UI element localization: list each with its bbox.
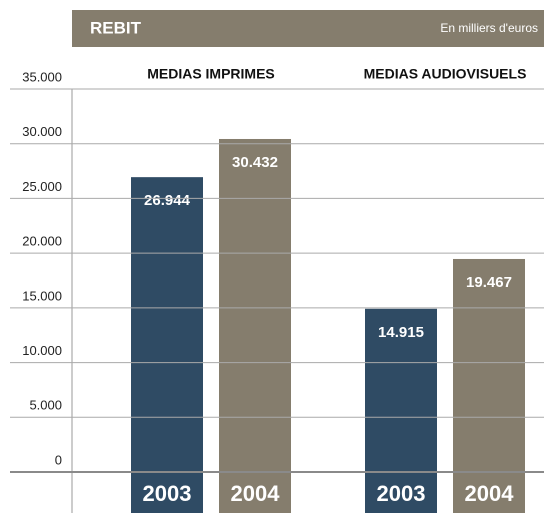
y-tick-label: 20.000 bbox=[22, 234, 62, 249]
y-tick-label: 30.000 bbox=[22, 124, 62, 139]
bar-foot bbox=[453, 472, 525, 513]
legend-label: 2004 bbox=[465, 481, 515, 506]
legend-label: 2003 bbox=[377, 481, 426, 506]
y-tick-label: 0 bbox=[55, 452, 62, 467]
group-label: MEDIAS AUDIOVISUELS bbox=[364, 66, 527, 82]
y-tick-label: 15.000 bbox=[22, 288, 62, 303]
bar-foot bbox=[131, 472, 203, 513]
value-label: 26.944 bbox=[144, 192, 191, 209]
y-tick-label: 10.000 bbox=[22, 343, 62, 358]
value-label: 19.467 bbox=[466, 274, 512, 291]
y-tick-label: 5.000 bbox=[29, 398, 62, 413]
chart-title: REBIT bbox=[90, 18, 142, 37]
title-bar bbox=[72, 10, 544, 47]
y-tick-label: 35.000 bbox=[22, 69, 62, 84]
bar bbox=[453, 258, 525, 472]
bar-foot bbox=[365, 472, 437, 513]
value-label: 14.915 bbox=[378, 324, 424, 341]
legend-label: 2004 bbox=[231, 481, 281, 506]
legend-label: 2003 bbox=[143, 481, 192, 506]
bar-foot bbox=[219, 472, 291, 513]
value-label: 30.432 bbox=[232, 154, 278, 171]
bar bbox=[365, 308, 437, 472]
group-label: MEDIAS IMPRIMES bbox=[147, 66, 275, 82]
bar bbox=[131, 177, 203, 473]
y-tick-label: 25.000 bbox=[22, 179, 62, 194]
bar bbox=[219, 138, 291, 472]
chart-subtitle: En milliers d'euros bbox=[440, 21, 538, 35]
